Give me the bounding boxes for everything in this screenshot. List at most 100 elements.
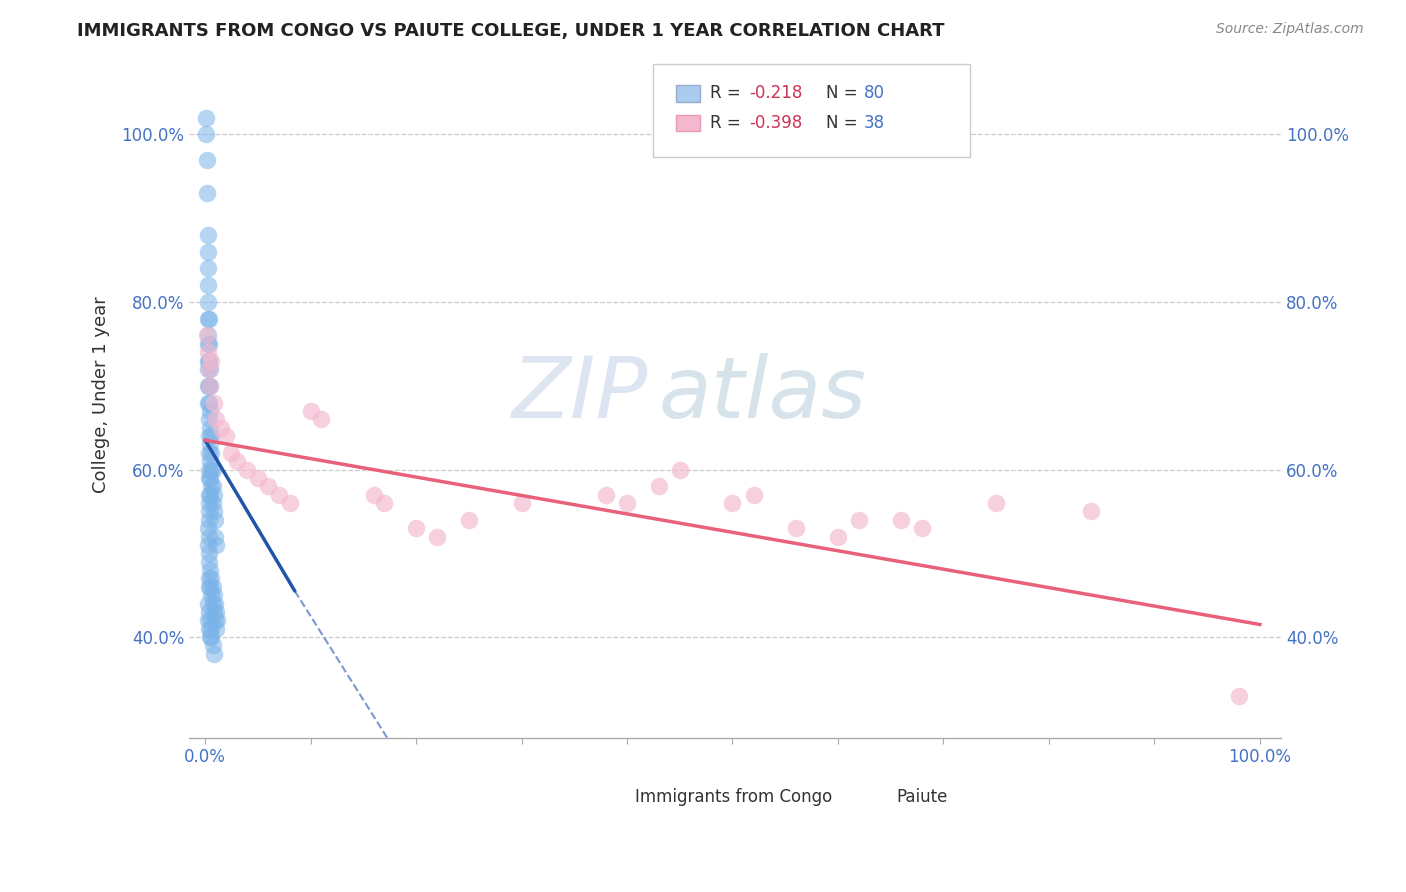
Point	[209, 420, 232, 434]
FancyBboxPatch shape	[654, 64, 970, 157]
Point	[197, 613, 219, 627]
Point	[197, 261, 219, 276]
Point	[200, 420, 222, 434]
Point	[198, 513, 221, 527]
Point	[197, 395, 219, 409]
Point	[198, 353, 221, 368]
Point	[197, 353, 219, 368]
Point	[1227, 689, 1250, 703]
Point	[278, 496, 301, 510]
Point	[201, 580, 224, 594]
Point	[198, 412, 221, 426]
Point	[204, 605, 226, 619]
Point	[257, 479, 280, 493]
Point	[200, 588, 222, 602]
Point	[198, 546, 221, 560]
Point	[198, 362, 221, 376]
Point	[200, 613, 222, 627]
Text: atlas: atlas	[659, 352, 866, 435]
Point	[200, 462, 222, 476]
Point	[1080, 504, 1102, 518]
Point	[198, 378, 221, 392]
Text: -0.398: -0.398	[749, 114, 803, 132]
FancyBboxPatch shape	[603, 789, 630, 805]
Point	[204, 613, 226, 627]
Point	[195, 328, 218, 343]
Point	[201, 597, 224, 611]
Point	[204, 412, 226, 426]
Point	[363, 488, 385, 502]
Point	[721, 496, 744, 510]
Point	[202, 647, 225, 661]
Point	[309, 412, 332, 426]
Point	[595, 488, 617, 502]
Point	[373, 496, 395, 510]
Point	[200, 622, 222, 636]
Text: Source: ZipAtlas.com: Source: ZipAtlas.com	[1216, 22, 1364, 37]
FancyBboxPatch shape	[676, 85, 700, 102]
Point	[200, 446, 222, 460]
Point	[202, 605, 225, 619]
FancyBboxPatch shape	[865, 789, 891, 805]
Point	[197, 521, 219, 535]
Point	[200, 378, 222, 392]
Point	[785, 521, 807, 535]
Text: N =: N =	[825, 114, 863, 132]
Text: ZIP: ZIP	[512, 352, 648, 435]
Point	[197, 336, 219, 351]
Point	[204, 538, 226, 552]
Text: -0.218: -0.218	[749, 84, 803, 103]
Point	[405, 521, 427, 535]
Point	[198, 471, 221, 485]
Point	[202, 395, 225, 409]
Point	[201, 639, 224, 653]
Point	[198, 622, 221, 636]
Point	[200, 437, 222, 451]
Point	[200, 479, 222, 493]
Point	[200, 362, 222, 376]
Point	[201, 479, 224, 493]
Point	[202, 588, 225, 602]
Text: N =: N =	[825, 84, 863, 103]
FancyBboxPatch shape	[676, 114, 700, 131]
Point	[204, 622, 226, 636]
Point	[198, 395, 221, 409]
Point	[197, 328, 219, 343]
Point	[195, 186, 218, 200]
Point	[195, 111, 218, 125]
Point	[200, 488, 222, 502]
Point	[197, 538, 219, 552]
Point	[204, 597, 226, 611]
Point	[198, 580, 221, 594]
Point	[197, 244, 219, 259]
Point	[198, 555, 221, 569]
Point	[742, 488, 765, 502]
Text: IMMIGRANTS FROM CONGO VS PAIUTE COLLEGE, UNDER 1 YEAR CORRELATION CHART: IMMIGRANTS FROM CONGO VS PAIUTE COLLEGE,…	[77, 22, 945, 40]
Point	[200, 580, 222, 594]
Point	[195, 128, 218, 142]
Point	[205, 613, 228, 627]
Point	[200, 353, 222, 368]
Point	[202, 488, 225, 502]
Point	[200, 630, 222, 644]
Point	[200, 429, 222, 443]
Point	[204, 513, 226, 527]
Point	[457, 513, 479, 527]
Point	[200, 404, 222, 418]
Point	[195, 153, 218, 167]
Point	[198, 488, 221, 502]
Point	[668, 462, 690, 476]
Point	[200, 378, 222, 392]
Point	[197, 378, 219, 392]
Point	[200, 563, 222, 577]
Point	[225, 454, 247, 468]
Point	[215, 429, 238, 443]
Text: Immigrants from Congo: Immigrants from Congo	[634, 788, 832, 805]
Point	[200, 454, 222, 468]
Point	[616, 496, 638, 510]
Point	[197, 295, 219, 310]
Point	[246, 471, 269, 485]
Point	[198, 336, 221, 351]
Point	[204, 529, 226, 543]
Point	[197, 227, 219, 242]
